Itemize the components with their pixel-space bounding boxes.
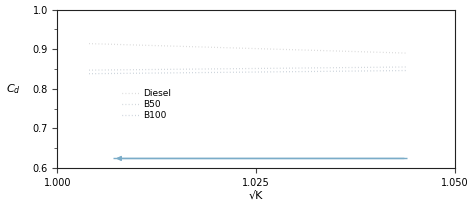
Diesel [303, 49, 309, 51]
Diesel [404, 52, 410, 54]
Line: B50: B50 [89, 67, 407, 70]
Diesel [275, 48, 281, 50]
B100 [280, 70, 285, 73]
B100 [292, 70, 297, 73]
B100 [303, 70, 309, 73]
Diesel [86, 42, 92, 45]
Line: Diesel: Diesel [89, 44, 407, 53]
B100 [227, 71, 233, 74]
Diesel [368, 51, 374, 53]
B50 [275, 67, 281, 69]
Legend: Diesel, B50, B100: Diesel, B50, B100 [121, 89, 171, 120]
Y-axis label: $C_d$: $C_d$ [6, 82, 20, 96]
B50 [368, 66, 374, 69]
B50 [303, 67, 309, 69]
B50 [404, 66, 410, 68]
B100 [86, 73, 92, 75]
B50 [292, 67, 297, 69]
Diesel [292, 48, 297, 51]
Line: B100: B100 [89, 70, 407, 74]
B100 [368, 70, 374, 72]
Diesel [280, 48, 285, 51]
B100 [275, 71, 281, 73]
B50 [227, 68, 233, 70]
B50 [280, 67, 285, 69]
Diesel [227, 47, 233, 49]
B50 [86, 69, 92, 71]
X-axis label: √K: √K [249, 190, 263, 200]
B100 [404, 69, 410, 72]
